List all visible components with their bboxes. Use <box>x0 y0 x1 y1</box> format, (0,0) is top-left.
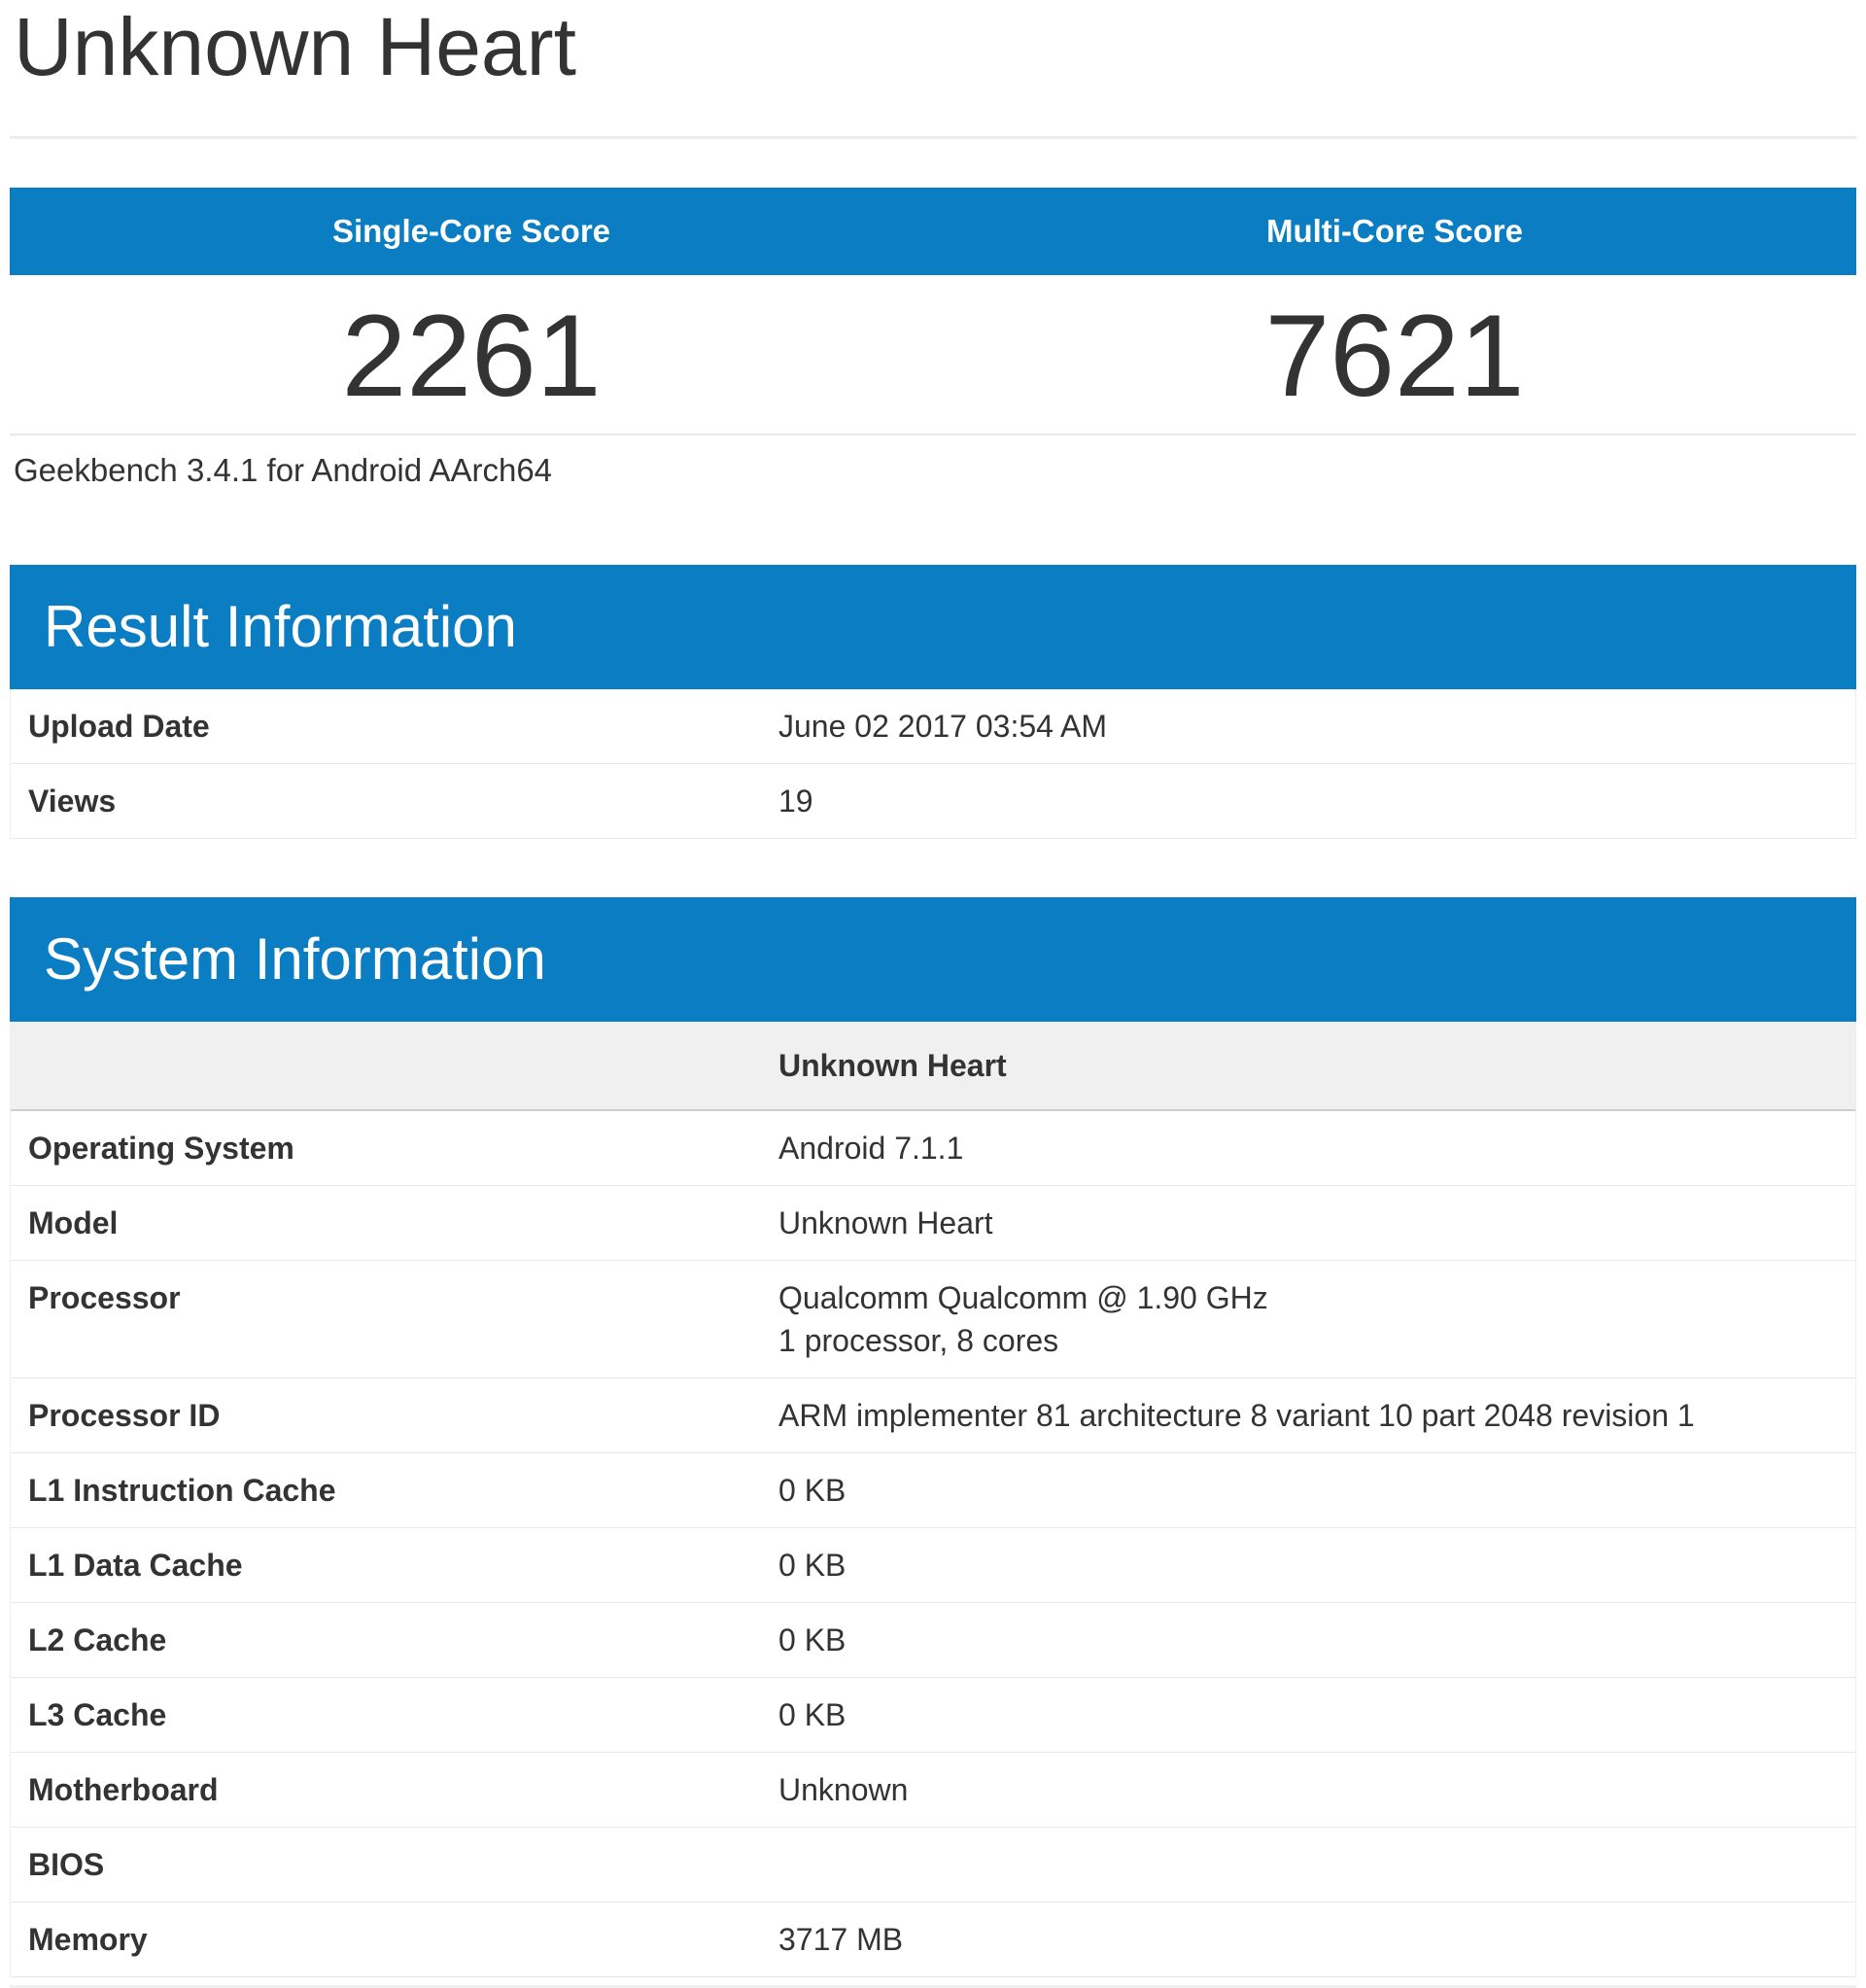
row-label: Processor ID <box>28 1398 221 1433</box>
table-row: L1 Data Cache 0 KB <box>11 1528 1855 1603</box>
table-row: Views 19 <box>11 764 1855 839</box>
table-row: BIOS <box>11 1828 1855 1902</box>
title-divider <box>10 136 1856 139</box>
row-label: L2 Cache <box>28 1622 167 1657</box>
system-information-table: Unknown Heart Operating System Android 7… <box>10 1022 1856 1977</box>
row-value: 0 KB <box>778 1697 847 1732</box>
row-value: 3717 MB <box>778 1922 904 1957</box>
page: Unknown Heart Single-Core Score Multi-Co… <box>10 0 1856 1988</box>
row-label: Model <box>28 1205 119 1240</box>
row-value: Unknown <box>778 1772 909 1807</box>
row-label: BIOS <box>28 1847 105 1882</box>
row-value: 0 KB <box>778 1473 847 1508</box>
row-value: Unknown Heart <box>778 1205 993 1240</box>
row-label: Operating System <box>28 1131 294 1166</box>
score-values: 2261 7621 <box>10 275 1856 434</box>
row-label: Processor <box>28 1280 181 1315</box>
page-title: Unknown Heart <box>14 1 576 92</box>
result-information-header: Result Information <box>10 565 1856 689</box>
row-value: ARM implementer 81 architecture 8 varian… <box>778 1398 1695 1433</box>
table-row: Model Unknown Heart <box>11 1186 1855 1261</box>
row-label: Motherboard <box>28 1772 219 1807</box>
row-value <box>778 1828 1855 1901</box>
row-value: 19 <box>778 784 813 819</box>
table-row: Operating System Android 7.1.1 <box>11 1111 1855 1186</box>
score-header-bar: Single-Core Score Multi-Core Score <box>10 188 1856 275</box>
multi-core-score-header: Multi-Core Score <box>1265 213 1524 249</box>
table-row: L2 Cache 0 KB <box>11 1603 1855 1678</box>
row-value: 0 KB <box>778 1548 847 1583</box>
single-core-score-header: Single-Core Score <box>331 213 611 249</box>
row-label: Upload Date <box>28 709 210 744</box>
system-information-section: System Information Unknown Heart Operati… <box>10 897 1856 1988</box>
row-value: June 02 2017 03:54 AM <box>778 709 1108 744</box>
row-label: Memory <box>28 1922 148 1957</box>
table-row: Memory 3717 MB <box>11 1902 1855 1977</box>
multi-core-score-value: 7621 <box>1264 291 1525 421</box>
table-row: Motherboard Unknown <box>11 1753 1855 1828</box>
row-value: 0 KB <box>778 1622 847 1657</box>
table-row: L3 Cache 0 KB <box>11 1678 1855 1753</box>
row-label: Views <box>28 784 117 819</box>
table-row: Processor Qualcomm Qualcomm @ 1.90 GHz 1… <box>11 1261 1855 1378</box>
table-row: L1 Instruction Cache 0 KB <box>11 1453 1855 1528</box>
benchmark-version: Geekbench 3.4.1 for Android AArch64 <box>14 452 553 488</box>
row-label <box>11 1022 778 1109</box>
single-core-score-value: 2261 <box>341 291 602 421</box>
score-divider <box>10 434 1856 436</box>
table-row: Upload Date June 02 2017 03:54 AM <box>11 689 1855 764</box>
system-information-header: System Information <box>10 897 1856 1022</box>
device-name: Unknown Heart <box>778 1048 1007 1083</box>
table-row: Processor ID ARM implementer 81 architec… <box>11 1378 1855 1453</box>
row-value: Qualcomm Qualcomm @ 1.90 GHz 1 processor… <box>778 1261 1855 1378</box>
row-label: L1 Data Cache <box>28 1548 243 1583</box>
result-information-table: Upload Date June 02 2017 03:54 AM Views … <box>10 689 1856 839</box>
device-name-row: Unknown Heart <box>11 1022 1855 1111</box>
processor-topology: 1 processor, 8 cores <box>778 1323 1059 1358</box>
row-value: Android 7.1.1 <box>778 1131 964 1166</box>
processor-name: Qualcomm Qualcomm @ 1.90 GHz <box>778 1280 1268 1315</box>
result-information-section: Result Information Upload Date June 02 2… <box>10 565 1856 839</box>
row-label: L1 Instruction Cache <box>28 1473 336 1508</box>
row-label: L3 Cache <box>28 1697 167 1732</box>
cropped-next-row-divider <box>10 1985 1856 1988</box>
